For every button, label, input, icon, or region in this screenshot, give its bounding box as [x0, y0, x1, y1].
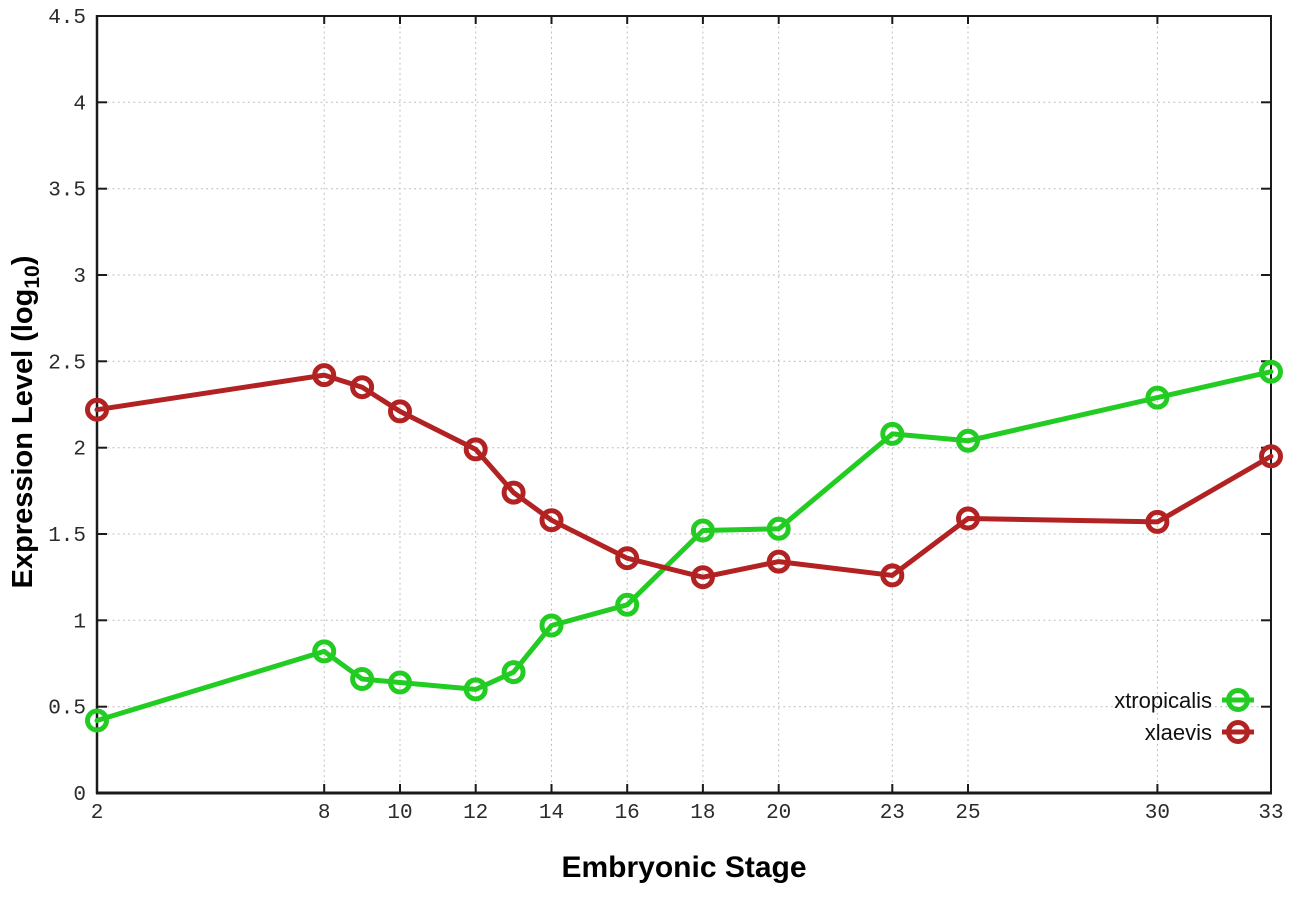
legend: xtropicalis xlaevis — [1114, 688, 1254, 745]
y-tick-label: 4.5 — [48, 7, 86, 30]
x-tick-label: 18 — [690, 802, 715, 825]
xlaevis-marker — [615, 546, 640, 571]
legend-marker-sample-xtropicalis — [1226, 688, 1250, 712]
x-tick-label: 33 — [1258, 802, 1283, 825]
xtropicalis-marker — [615, 592, 640, 617]
gridlines — [97, 16, 1271, 793]
xlaevis-marker — [85, 397, 109, 422]
xtropicalis-marker — [956, 428, 980, 453]
y-tick-label: 3.5 — [48, 180, 86, 203]
y-tick-label: 1 — [73, 611, 86, 634]
x-tick-label: 25 — [955, 802, 980, 825]
y-axis-title-close: ) — [7, 255, 40, 266]
xtropicalis-marker — [766, 516, 791, 541]
xlaevis-marker — [312, 363, 337, 388]
plot-border — [96, 15, 1272, 794]
xlaevis-marker — [388, 399, 412, 424]
xtropicalis-marker — [312, 639, 337, 664]
xtropicalis-marker — [1259, 359, 1283, 384]
y-tick-label: 3 — [73, 266, 86, 289]
xlaevis-marker — [1145, 509, 1170, 534]
xtropicalis-marker — [350, 667, 375, 691]
xtropicalis-marker — [501, 660, 526, 685]
xlaevis-marker — [539, 508, 564, 533]
xlaevis-marker — [766, 549, 791, 574]
legend-label-xtropicalis: xtropicalis — [1114, 688, 1212, 713]
xlaevis-marker — [1259, 444, 1283, 469]
x-tick-label: 8 — [318, 802, 331, 825]
y-axis-title: Expression Level (log10) — [7, 256, 45, 589]
y-axis-title-subscript: 10 — [20, 265, 44, 289]
xlaevis-marker — [956, 506, 980, 531]
xlaevis-marker — [880, 563, 905, 588]
xtropicalis-marker — [85, 708, 109, 733]
xtropicalis-marker — [1145, 385, 1170, 410]
xtropicalis-marker — [880, 421, 905, 446]
y-tick-label: 2.5 — [48, 352, 86, 375]
x-tick-label: 2 — [91, 802, 104, 825]
y-tick-label: 0 — [73, 784, 86, 807]
y-axis-title-text: Expression Level (log — [7, 288, 40, 589]
y-tick-label: 4 — [73, 93, 86, 116]
xlaevis-marker — [501, 480, 526, 505]
y-tick-label: 1.5 — [48, 525, 86, 548]
xlaevis-marker — [690, 565, 715, 590]
x-tick-label: 14 — [539, 802, 564, 825]
xlaevis-marker — [350, 375, 375, 400]
xlaevis-marker — [463, 437, 488, 462]
y-tick-label: 0.5 — [48, 698, 86, 721]
tick-marks — [96, 15, 1272, 794]
x-tick-label: 12 — [463, 802, 488, 825]
xtropicalis-line — [94, 369, 1274, 723]
x-tick-label: 10 — [387, 802, 412, 825]
y-tick-label: 2 — [73, 439, 86, 462]
x-tick-label: 20 — [766, 802, 791, 825]
legend-label-xlaevis: xlaevis — [1145, 720, 1212, 745]
x-tick-label: 30 — [1145, 802, 1170, 825]
legend-marker-sample-xlaevis — [1226, 720, 1250, 744]
xtropicalis-marker — [463, 677, 488, 702]
x-axis-title: Embryonic Stage — [561, 851, 807, 884]
xtropicalis-marker — [539, 613, 564, 638]
x-tick-label: 16 — [615, 802, 640, 825]
xtropicalis-marker — [388, 670, 412, 695]
x-tick-label: 23 — [880, 802, 905, 825]
xtropicalis-marker — [690, 518, 715, 543]
